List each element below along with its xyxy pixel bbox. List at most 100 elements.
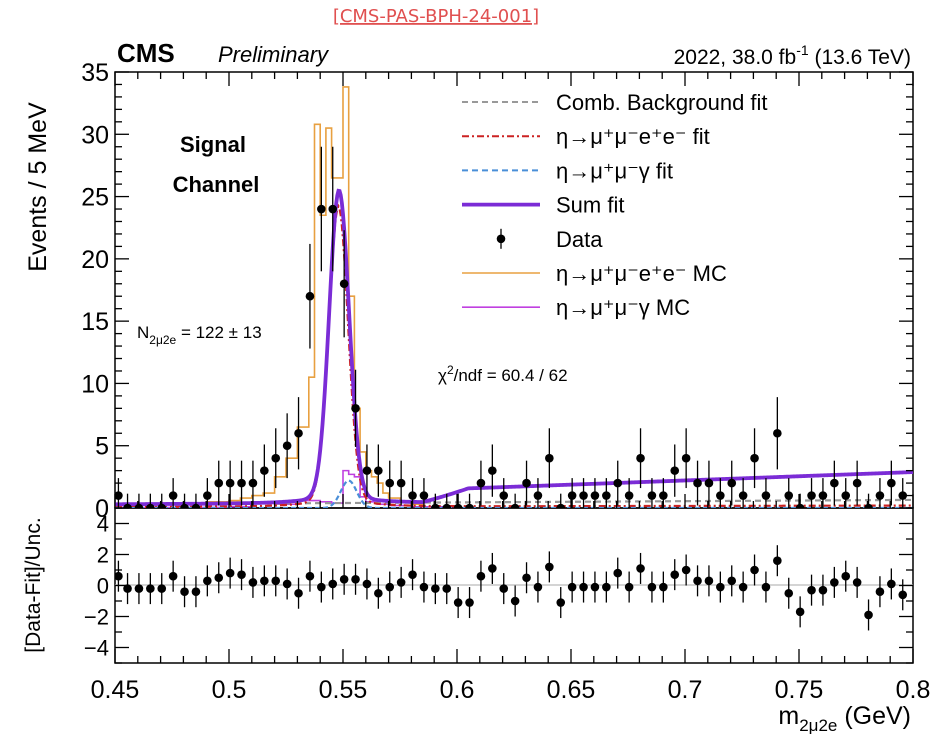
- pull-point: [636, 552, 645, 584]
- pull-marker: [294, 588, 303, 598]
- data-point: [225, 460, 235, 506]
- pull-point: [465, 587, 474, 619]
- pull-marker: [282, 579, 292, 589]
- pull-point: [750, 554, 759, 586]
- pull-point: [545, 551, 554, 583]
- data-point: [773, 397, 782, 470]
- top-panel-content: [115, 86, 913, 508]
- pull-point: [670, 559, 680, 591]
- bottom-panel-content: [115, 545, 908, 631]
- chi2-value: /ndf = 60.4 / 62: [454, 366, 568, 385]
- legend-label: Data: [556, 227, 603, 252]
- data-marker: [374, 466, 383, 475]
- legend-entry: η→μ⁺μ⁻γ fit: [462, 158, 673, 183]
- data-point: [567, 478, 577, 508]
- lumi-exponent: -1: [796, 42, 809, 58]
- data-marker: [852, 478, 862, 488]
- x-tick-label: 0.7: [668, 676, 703, 704]
- data-marker: [248, 478, 258, 488]
- legend: Comb. Background fit η→μ⁺μ⁻e⁺e⁻ fit η→μ⁺μ⁻…: [462, 90, 768, 320]
- pull-point: [419, 571, 429, 603]
- pull-marker: [203, 576, 212, 586]
- pull-point: [225, 557, 235, 589]
- legend-entry: η→μ⁺μ⁻γ MC: [462, 295, 690, 320]
- pull-point: [157, 573, 167, 605]
- chi2-superscript: 2: [447, 363, 454, 377]
- data-marker: [795, 503, 805, 508]
- data-marker: [134, 503, 144, 508]
- pull-point: [693, 565, 702, 597]
- data-marker: [168, 491, 178, 500]
- pull-marker: [328, 579, 338, 589]
- data-point: [750, 428, 759, 489]
- x-tick-label: 0.6: [440, 676, 475, 704]
- pull-marker: [465, 598, 474, 607]
- top-y-axis-title: Events / 5 MeV: [24, 102, 52, 272]
- pull-point: [339, 563, 349, 595]
- pull-point: [659, 571, 668, 603]
- pull-point: [191, 576, 201, 608]
- pull-point: [362, 568, 372, 600]
- pull-marker: [556, 598, 566, 607]
- channel-label-line1: Signal: [180, 132, 246, 157]
- pull-point: [647, 571, 657, 603]
- pull-point: [374, 577, 383, 609]
- status-label: Preliminary: [218, 42, 330, 67]
- pull-marker: [180, 587, 189, 596]
- pull-marker: [624, 582, 634, 592]
- pull-marker: [374, 588, 383, 598]
- data-marker: [636, 453, 645, 463]
- pull-marker: [818, 585, 828, 595]
- data-point: [875, 478, 885, 508]
- pull-point: [590, 571, 600, 603]
- legend-symbol: [496, 228, 506, 249]
- top-y-tick-label: 5: [95, 433, 109, 461]
- pull-point: [852, 566, 862, 598]
- x-title-sub: 2μ2e: [799, 716, 837, 735]
- data-point: [419, 478, 429, 508]
- data-marker: [328, 204, 338, 214]
- pull-marker: [339, 575, 349, 584]
- data-point: [704, 460, 714, 506]
- bottom-y-tick-label: −4: [84, 636, 109, 661]
- data-marker: [738, 491, 748, 500]
- pull-marker: [545, 562, 554, 572]
- data-point: [431, 493, 440, 508]
- luminosity-label: 2022, 38.0 fb-1 (13.6 TeV): [674, 42, 911, 69]
- data-point: [727, 460, 737, 506]
- data-point: [476, 460, 486, 506]
- data-marker: [773, 428, 782, 438]
- reference-link[interactable]: [CMS-PAS-BPH-24-001]: [333, 6, 539, 27]
- pull-marker: [488, 564, 497, 573]
- data-marker: [510, 503, 520, 508]
- pull-marker: [647, 582, 657, 592]
- data-point: [271, 428, 281, 489]
- data-marker: [659, 491, 668, 500]
- experiment-label: CMS: [117, 38, 175, 68]
- pull-marker: [567, 582, 577, 592]
- pull-marker: [431, 584, 440, 593]
- pull-marker: [351, 575, 360, 584]
- data-point: [852, 460, 862, 506]
- pull-marker: [499, 584, 509, 593]
- data-marker: [408, 491, 417, 500]
- pull-marker: [134, 584, 144, 593]
- data-marker: [556, 503, 566, 508]
- data-point: [180, 493, 189, 508]
- chi2-annotation: χ2/ndf = 60.4 / 62: [438, 363, 568, 385]
- pull-marker: [408, 570, 417, 579]
- pull-marker: [419, 582, 429, 592]
- pull-point: [556, 587, 566, 619]
- data-marker: [624, 491, 634, 500]
- bottom-y-tick-label: 2: [97, 543, 109, 568]
- top-panel-ticks: 0 5 10 15 20 25 30 35: [81, 59, 914, 523]
- data-marker: [807, 491, 816, 500]
- data-point: [374, 444, 383, 497]
- pull-marker: [214, 573, 224, 583]
- pull-point: [818, 574, 828, 606]
- pull-marker: [784, 588, 794, 598]
- data-point: [453, 493, 463, 508]
- legend-label: η→μ⁺μ⁻e⁺e⁻ fit: [556, 124, 710, 149]
- data-marker: [670, 466, 680, 475]
- pull-marker: [807, 585, 816, 595]
